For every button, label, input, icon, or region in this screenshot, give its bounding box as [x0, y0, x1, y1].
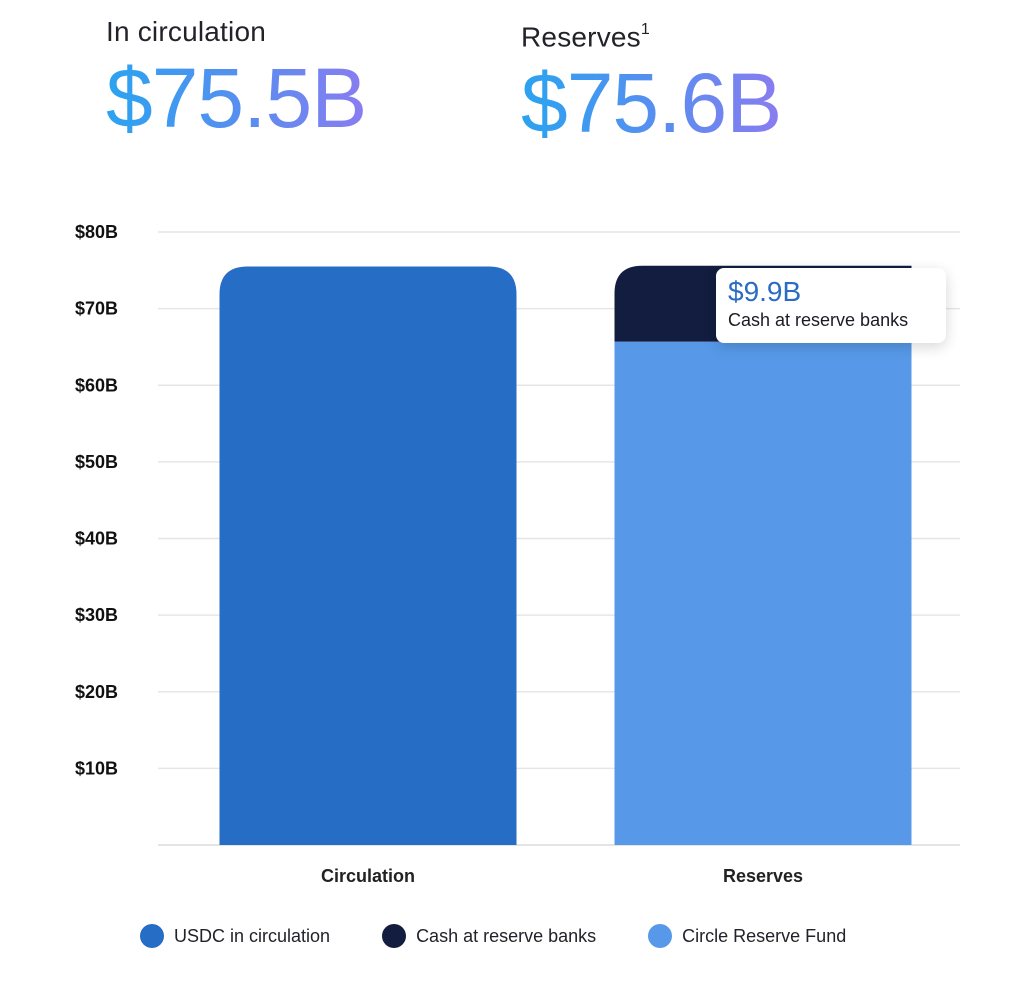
- reserves-stat-value: $75.6B: [521, 56, 782, 151]
- legend-swatch-cash: [382, 924, 407, 948]
- legend-swatch-usdc: [140, 924, 164, 948]
- legend-item-usdc[interactable]: USDC in circulation: [140, 924, 330, 948]
- y-tick-label: $40B: [75, 529, 118, 549]
- legend-item-fund[interactable]: Circle Reserve Fund: [648, 924, 846, 948]
- bar-reserves-circle-reserve-fund: [614, 341, 912, 845]
- circulation-stat-label: In circulation: [106, 16, 266, 47]
- legend: USDC in circulation Cash at reserve bank…: [140, 924, 898, 948]
- reserves-stat-label: Reserves: [521, 21, 641, 53]
- x-category-label: Circulation: [321, 866, 415, 886]
- y-tick-label: $30B: [75, 605, 118, 625]
- y-tick-label: $60B: [75, 375, 118, 395]
- y-tick-label: $50B: [75, 452, 118, 472]
- y-tick-label: $10B: [75, 758, 118, 778]
- legend-swatch-fund: [648, 924, 673, 948]
- tooltip-label: Cash at reserve banks: [728, 310, 909, 330]
- legend-label-fund: Circle Reserve Fund: [682, 925, 847, 946]
- tooltip-value: $9.9B: [728, 276, 802, 307]
- legend-label-usdc: USDC in circulation: [174, 925, 331, 946]
- y-tick-label: $70B: [75, 299, 118, 319]
- y-tick-label: $20B: [75, 682, 118, 702]
- x-category-label: Reserves: [723, 866, 803, 886]
- legend-label-cash: Cash at reserve banks: [416, 925, 597, 946]
- circulation-stat-value: $75.5B: [106, 51, 367, 145]
- reserves-stat-label-wrap: Reserves1: [521, 14, 781, 55]
- reserves-stat: Reserves1 $75.6B: [521, 14, 782, 151]
- y-tick-label: $80B: [75, 222, 118, 242]
- bar-circulation-usdc-in-circulation: [219, 266, 517, 845]
- circulation-stat: In circulation $75.5B: [106, 14, 367, 145]
- tooltip: $9.9B Cash at reserve banks: [716, 268, 946, 343]
- legend-item-cash[interactable]: Cash at reserve banks: [382, 924, 596, 948]
- reserves-footnote: 1: [640, 21, 650, 38]
